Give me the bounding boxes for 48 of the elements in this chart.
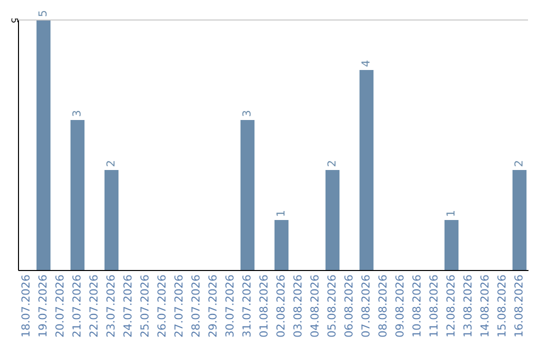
x-tick-label: 04.08.2026 xyxy=(308,274,322,338)
x-tick-label: 23.07.2026 xyxy=(104,274,118,338)
x-tick-label: 09.08.2026 xyxy=(394,274,406,338)
x-tick-label: 31.07.2026 xyxy=(240,274,254,338)
bar xyxy=(240,120,254,270)
x-tick-label: 24.07.2026 xyxy=(122,274,134,338)
x-tick-label: 07.08.2026 xyxy=(360,274,372,338)
x-tick-label: 28.07.2026 xyxy=(190,274,202,338)
data-label: 3 xyxy=(70,110,84,117)
bar xyxy=(326,170,340,270)
bar xyxy=(104,170,118,270)
x-tick-label: 22.07.2026 xyxy=(88,274,100,338)
x-tick-label: 06.08.2026 xyxy=(342,274,356,338)
bar xyxy=(360,70,374,270)
x-tick-label: 11.08.2026 xyxy=(428,274,440,338)
x-tick-label: 01.08.2026 xyxy=(258,274,270,338)
x-tick-label: 12.08.2026 xyxy=(444,274,458,338)
data-label: 2 xyxy=(104,160,118,167)
x-tick-label: 20.07.2026 xyxy=(54,274,66,338)
bar xyxy=(512,170,526,270)
x-tick-label: 13.08.2026 xyxy=(462,274,474,338)
data-label: 2 xyxy=(326,160,338,167)
data-label: 3 xyxy=(240,110,254,117)
x-tick-label: 05.08.2026 xyxy=(326,274,338,338)
data-label: 1 xyxy=(444,210,458,217)
data-label: 5 xyxy=(36,10,50,17)
x-tick-label: 30.07.2026 xyxy=(224,274,236,338)
bar xyxy=(36,20,50,270)
x-tick-label: 26.07.2026 xyxy=(156,274,168,338)
x-tick-label: 16.08.2026 xyxy=(512,274,526,338)
bar xyxy=(274,220,288,270)
bar xyxy=(70,120,84,270)
x-tick-label: 27.07.2026 xyxy=(172,274,186,338)
data-label: 4 xyxy=(360,60,372,67)
data-label: 2 xyxy=(512,160,526,167)
data-label: 1 xyxy=(274,210,288,217)
x-tick-label: 25.07.2026 xyxy=(138,274,152,338)
bar xyxy=(444,220,458,270)
x-tick-label: 08.08.2026 xyxy=(376,274,390,338)
x-tick-label: 21.07.2026 xyxy=(70,274,84,338)
x-tick-label: 18.07.2026 xyxy=(20,274,32,338)
x-tick-label: 19.07.2026 xyxy=(36,274,50,338)
x-tick-label: 02.08.2026 xyxy=(274,274,288,338)
x-tick-label: 29.07.2026 xyxy=(206,274,220,338)
x-tick-label: 15.08.2026 xyxy=(496,274,508,338)
x-tick-label: 03.08.2026 xyxy=(292,274,304,338)
x-tick-label: 10.08.2026 xyxy=(410,274,424,338)
x-tick-label: 14.08.2026 xyxy=(478,274,492,338)
